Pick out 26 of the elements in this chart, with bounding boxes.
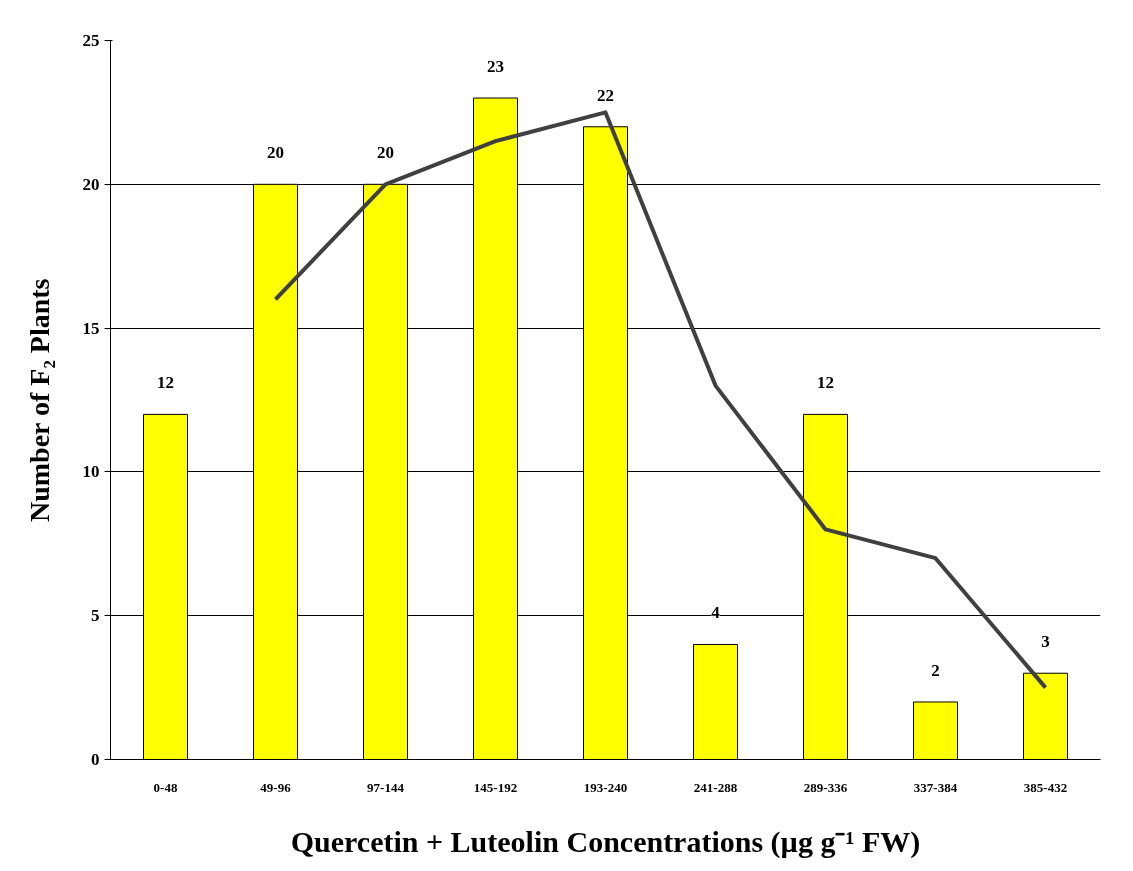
x-tick-label: 385-432 <box>1023 779 1068 795</box>
y-axis-title: Number of F₂ Plants <box>23 278 55 523</box>
data-label: 12 <box>817 373 834 393</box>
y-tick-label: 20 <box>82 174 100 194</box>
data-label: 2 <box>931 660 940 680</box>
x-tick-label: 145-192 <box>473 779 518 795</box>
x-tick-label: 193-240 <box>583 779 628 795</box>
data-label: 22 <box>597 85 614 105</box>
y-tick-label: 0 <box>91 750 100 769</box>
data-label: 20 <box>377 143 394 163</box>
x-tick-label: 289-336 <box>803 779 848 795</box>
x-tick-label: 49-96 <box>260 779 292 795</box>
y-tick-label: 15 <box>82 318 100 338</box>
x-tick-label: 0-48 <box>153 779 178 795</box>
x-tick-label: 241-288 <box>693 779 738 795</box>
data-label: 23 <box>487 57 504 77</box>
x-axis-title: Quercetin + Luteolin Concentrations (µg g⁻¹ FW) <box>290 824 921 859</box>
x-tick-label: 97-144 <box>367 779 405 795</box>
data-label: 12 <box>157 373 174 393</box>
data-label: 3 <box>1041 632 1050 652</box>
x-tick-label: 337-384 <box>913 779 958 795</box>
y-tick-label: 5 <box>91 606 100 626</box>
y-tick-label: 10 <box>82 462 100 482</box>
data-label: 20 <box>267 143 284 163</box>
y-tick-label: 25 <box>82 31 100 50</box>
data-label: 4 <box>711 603 721 623</box>
